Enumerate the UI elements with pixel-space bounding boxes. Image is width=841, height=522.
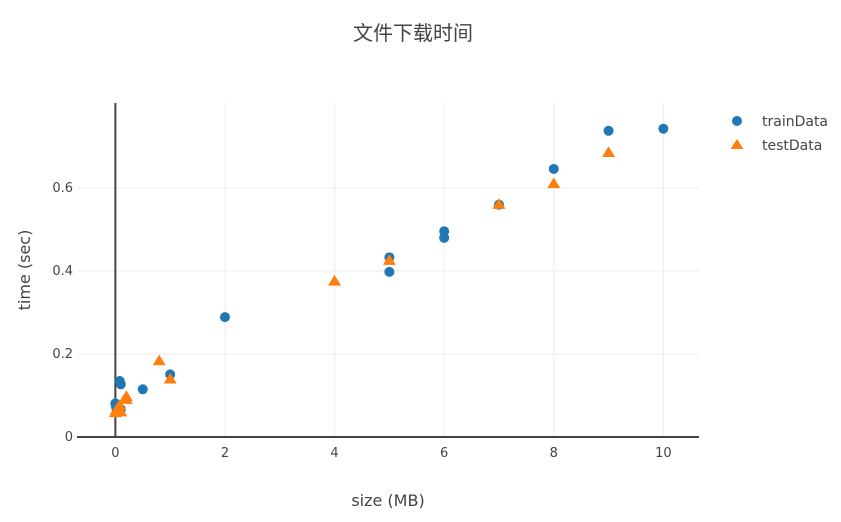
y-tick-label: 0.4 xyxy=(52,264,73,279)
test-data-point[interactable] xyxy=(382,254,396,265)
train-data-point[interactable] xyxy=(219,312,230,323)
train-data-point[interactable] xyxy=(603,125,614,136)
legend-item-traindata[interactable]: trainData xyxy=(732,114,828,130)
legend-item-testdata[interactable]: testData xyxy=(730,138,823,154)
test-data-point[interactable] xyxy=(547,177,561,189)
train-data-point[interactable] xyxy=(548,163,559,174)
tick-labels: 0 2 4 6 8 10 0 0.2 0.4 0.6 xyxy=(52,181,671,461)
legend-triangle-marker xyxy=(730,139,744,149)
test-data-point[interactable] xyxy=(163,372,177,384)
train-data-point[interactable] xyxy=(115,379,126,390)
x-tick-label: 6 xyxy=(440,446,448,461)
data-points xyxy=(108,123,669,418)
test-data-point[interactable] xyxy=(152,354,166,366)
x-tick-label: 2 xyxy=(221,446,229,461)
legend-circle-marker xyxy=(732,116,742,126)
x-axis-title: size (MB) xyxy=(351,491,424,510)
y-axis-title: time (sec) xyxy=(15,230,34,311)
y-tick-label: 0.2 xyxy=(52,347,73,362)
chart-title: 文件下载时间 xyxy=(353,21,473,45)
legend-label: testData xyxy=(762,138,822,154)
test-data-point[interactable] xyxy=(113,399,127,411)
train-data-point[interactable] xyxy=(658,123,669,134)
y-tick-label: 0.6 xyxy=(52,181,73,196)
x-tick-label: 8 xyxy=(550,446,558,461)
train-data-point[interactable] xyxy=(384,266,395,277)
x-tick-label: 4 xyxy=(330,446,338,461)
test-data-point[interactable] xyxy=(602,146,616,158)
train-data-point[interactable] xyxy=(137,384,148,395)
y-tick-label: 0 xyxy=(65,430,73,445)
test-data-point[interactable] xyxy=(114,405,128,417)
test-data-point[interactable] xyxy=(119,390,133,401)
x-tick-label: 10 xyxy=(655,446,672,461)
test-data-point[interactable] xyxy=(328,274,342,286)
legend-label: trainData xyxy=(762,114,828,130)
test-data-point[interactable] xyxy=(492,198,506,209)
train-data-point[interactable] xyxy=(439,232,450,243)
legend[interactable]: trainData testData xyxy=(730,114,829,154)
x-tick-label: 0 xyxy=(111,446,119,461)
